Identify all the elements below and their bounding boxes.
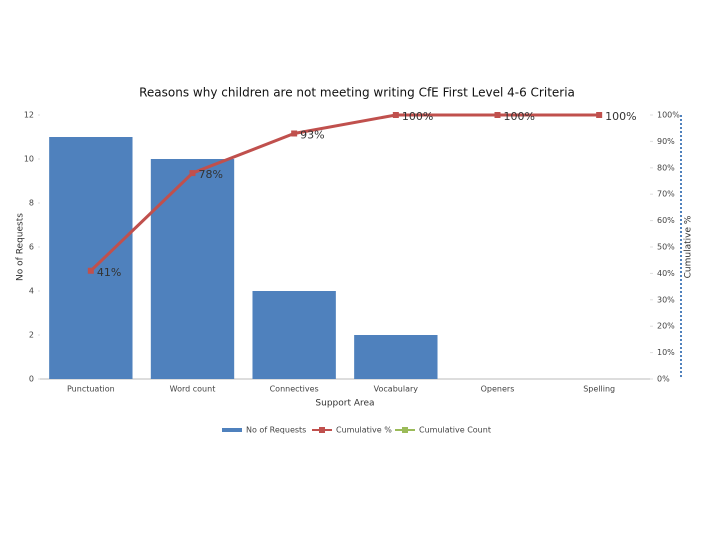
legend-swatch: [222, 428, 242, 432]
y2-tick-label: 100%: [657, 111, 680, 120]
chart-title: Reasons why children are not meeting wri…: [139, 86, 575, 100]
y2-tick-label: 60%: [657, 216, 675, 225]
legend-label: No of Requests: [246, 426, 306, 435]
y-tick-label: 4: [29, 287, 34, 296]
data-label: 100%: [605, 110, 636, 123]
y2-tick-label: 80%: [657, 163, 675, 172]
legend-label: Cumulative Count: [419, 426, 491, 435]
point: [596, 112, 603, 118]
point: [189, 170, 196, 177]
y-tick-label: 12: [24, 111, 34, 120]
y2-tick-label: 10%: [657, 348, 675, 357]
x-tick-label: Openers: [481, 385, 515, 394]
x-tick-label: Connectives: [270, 385, 319, 394]
y2-tick-label: 20%: [657, 322, 675, 331]
y2-tick-label: 50%: [657, 243, 675, 252]
y2-tick-label: 40%: [657, 269, 675, 278]
point: [392, 112, 399, 118]
x-axis-title: Support Area: [315, 399, 374, 409]
bar: [252, 291, 336, 379]
x-tick-label: Vocabulary: [374, 385, 419, 394]
x-tick-label: Word count: [170, 385, 216, 394]
x-tick-label: Punctuation: [67, 385, 115, 394]
data-label: 41%: [97, 266, 121, 279]
legend-swatch: [319, 427, 325, 433]
y-tick-label: 6: [29, 243, 34, 252]
y2-tick-label: 0%: [657, 375, 670, 384]
point: [291, 130, 298, 137]
y-tick-label: 0: [29, 375, 34, 384]
data-label: 100%: [504, 110, 535, 123]
point: [494, 112, 501, 118]
y2-tick-label: 30%: [657, 295, 675, 304]
data-label: 93%: [300, 128, 324, 141]
bar: [49, 137, 133, 379]
point: [87, 267, 94, 274]
bar: [354, 335, 438, 379]
data-label: 100%: [402, 110, 433, 123]
y2-tick-label: 70%: [657, 190, 675, 199]
y-tick-label: 2: [29, 331, 34, 340]
bar: [150, 159, 235, 379]
y-tick-label: 8: [29, 199, 34, 208]
line: [89, 113, 600, 272]
legend-label: Cumulative %: [336, 426, 392, 435]
y-tick-label: 10: [24, 155, 34, 164]
y2-axis-title: Cumulative %: [684, 215, 694, 278]
legend-swatch: [402, 427, 408, 433]
x-tick-label: Spelling: [583, 385, 615, 394]
y-axis-title: No of Requests: [16, 213, 26, 281]
data-label: 78%: [199, 168, 223, 181]
y2-tick-label: 90%: [657, 137, 675, 146]
